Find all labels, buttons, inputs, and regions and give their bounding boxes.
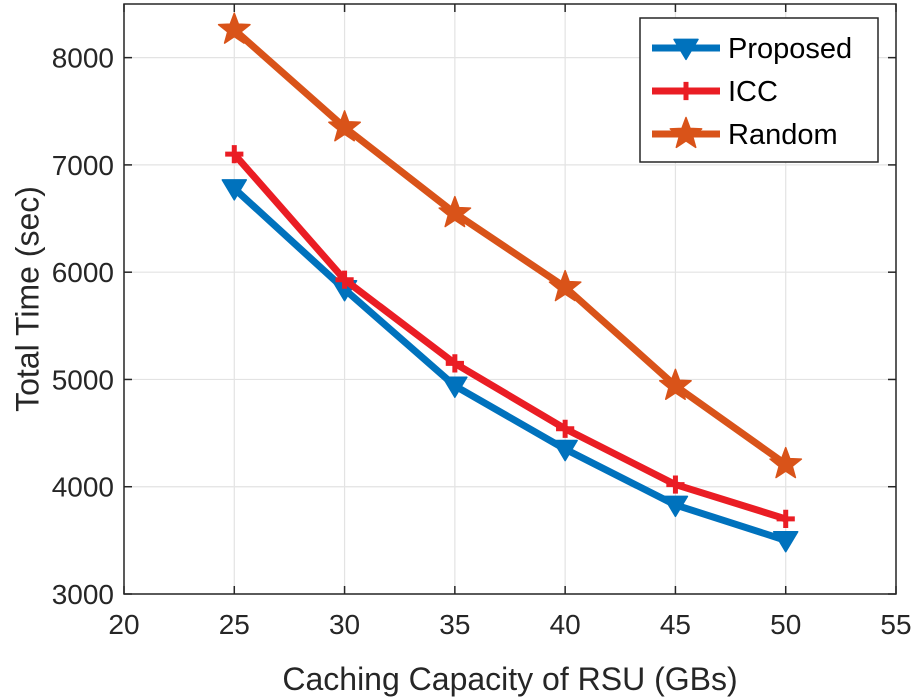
y-tick-label: 6000 (52, 257, 114, 288)
x-tick-label: 20 (108, 609, 139, 640)
x-tick-label: 45 (660, 609, 691, 640)
y-tick-label: 5000 (52, 364, 114, 395)
series-icc (225, 145, 795, 529)
data-point (328, 110, 362, 142)
x-axis-label: Caching Capacity of RSU (GBs) (282, 661, 737, 697)
data-point (442, 376, 468, 399)
y-tick-label: 8000 (52, 43, 114, 74)
data-point (217, 12, 251, 44)
y-axis-ticks: 3000 4000 5000 6000 7000 8000 (52, 43, 896, 610)
x-tick-label: 50 (770, 609, 801, 640)
legend-label: Proposed (728, 33, 852, 65)
data-point (552, 439, 578, 462)
plot-frame (123, 3, 897, 595)
data-point (335, 270, 354, 289)
data-point (225, 145, 244, 164)
legend-label: Random (728, 119, 838, 151)
x-tick-label: 25 (219, 609, 250, 640)
y-axis-label: Total Time (sec) (9, 186, 45, 412)
legend-item: Random (652, 116, 838, 151)
series-proposed (221, 179, 799, 553)
data-point (548, 269, 582, 302)
x-tick-label: 55 (880, 609, 911, 640)
data-point (669, 116, 703, 149)
data-point (438, 195, 472, 228)
data-point (776, 509, 795, 529)
data-point (556, 419, 575, 438)
series-line (230, 150, 790, 523)
y-tick-label: 4000 (52, 472, 114, 503)
series-line (230, 26, 790, 468)
series-random (217, 12, 803, 479)
data-point (221, 179, 248, 201)
x-tick-label: 35 (439, 609, 470, 640)
y-tick-label: 3000 (52, 579, 114, 610)
x-tick-label: 40 (550, 609, 581, 640)
legend: Proposed ICC Random (639, 17, 879, 163)
y-tick-label: 7000 (52, 150, 114, 181)
x-tick-label: 30 (329, 609, 360, 640)
legend-label: ICC (728, 76, 778, 108)
x-axis-ticks: 20 25 30 35 40 45 50 55 (108, 4, 912, 640)
data-point (662, 495, 689, 518)
data-point (676, 81, 696, 101)
legend-item: ICC (652, 76, 778, 108)
series-layer (217, 12, 803, 553)
data-point (772, 530, 799, 553)
data-point (658, 368, 692, 400)
data-point (445, 354, 464, 373)
data-point (673, 38, 699, 61)
data-point (666, 475, 685, 494)
legend-item: Proposed (652, 33, 852, 65)
series-line (230, 185, 790, 544)
data-point (769, 446, 803, 479)
